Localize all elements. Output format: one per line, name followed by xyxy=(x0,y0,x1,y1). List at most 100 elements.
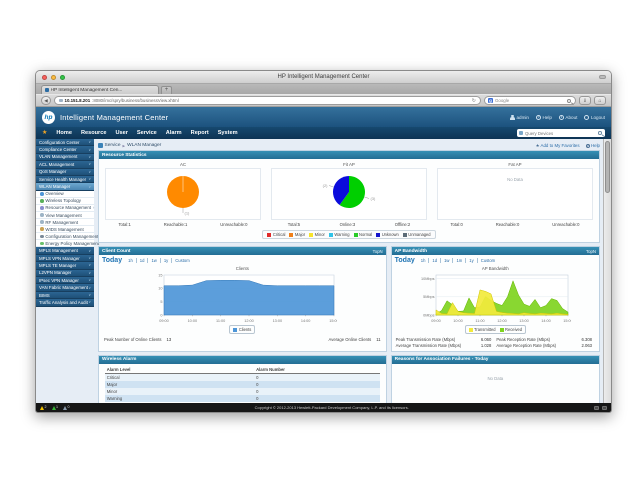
zoom-window-button[interactable] xyxy=(60,74,65,80)
sidebar-subitem-energy-policy-management[interactable]: Energy Policy Management xyxy=(36,240,99,248)
downloads-button[interactable]: ⇓ xyxy=(579,96,591,105)
alarm-indicator-unmanaged[interactable]: 0 xyxy=(63,405,70,410)
sidebar-item-mpls-management[interactable]: MPLS Management ∨ xyxy=(36,247,94,255)
nav-service[interactable]: Service xyxy=(136,130,157,136)
alarm-indicator-warning[interactable]: 2 xyxy=(40,405,47,410)
help-link[interactable]: ? Help xyxy=(535,114,552,120)
nav-home[interactable]: Home xyxy=(56,130,72,136)
home-button[interactable]: ⌂ xyxy=(594,96,606,105)
sidebar-item-vlan-management[interactable]: VLAN Management ∨ xyxy=(36,153,94,162)
sidebar-item-ipsec-vpn-manager[interactable]: IPsec VPN Manager ∨ xyxy=(36,277,94,285)
period-1y[interactable]: 1y xyxy=(465,258,474,263)
close-window-button[interactable] xyxy=(42,74,47,80)
fat-ap-no-data: No Data xyxy=(507,177,523,182)
sidebar-item-mpls-vpn-manager[interactable]: MPLS VPN Manager ∨ xyxy=(36,254,94,263)
add-to-favorites-link[interactable]: ★Add to My Favorites xyxy=(536,143,580,149)
ap-bandwidth-area-chart[interactable]: 0Mbps 5Mbps 10Mbps 09:00 10:00 11:00 12:00 13:0… xyxy=(419,272,571,324)
sidebar-subitem-configuration-management[interactable]: Configuration Management xyxy=(36,233,98,241)
footer-icon-1[interactable] xyxy=(594,405,599,410)
sidebar-item-l2vpn-manager[interactable]: L2VPN Manager ∨ xyxy=(36,269,94,278)
page-help-link[interactable]: ? Help xyxy=(585,143,600,149)
nav-alarm[interactable]: Alarm xyxy=(165,130,182,136)
reload-icon[interactable]: ↻ xyxy=(471,97,476,104)
svg-text:11:00: 11:00 xyxy=(216,319,225,323)
sidebar-subitem-view-management[interactable]: View Management xyxy=(36,212,94,220)
sidebar-item-traffic-analysis-and-audit[interactable]: Traffic Analysis and Audit ∨ xyxy=(36,299,94,307)
favorites-star-icon[interactable]: ★ xyxy=(42,130,48,136)
nav-report[interactable]: Report xyxy=(190,130,209,136)
search-scope-icon[interactable] xyxy=(519,131,523,135)
main-nav: ★ Home Resource User Service Alarm Repor… xyxy=(36,127,611,139)
user-menu[interactable]: admin xyxy=(510,114,529,120)
sidebar-item-qos-manager[interactable]: QoS Manager ∨ xyxy=(36,168,94,176)
alarm-indicators[interactable]: 2 1 0 xyxy=(40,405,70,410)
window-control[interactable] xyxy=(599,75,606,79)
sidebar-item-acl-management[interactable]: ACL Management ∨ xyxy=(36,161,94,169)
period-1w[interactable]: 1w xyxy=(440,258,449,263)
browser-window: HP Intelligent Management Center HP Inte… xyxy=(35,70,612,413)
breadcrumb-service[interactable]: Service xyxy=(104,143,121,148)
sidebar-subitem-rf-management[interactable]: RF Management xyxy=(36,219,94,227)
table-row-critical[interactable]: Critical 0 xyxy=(104,373,380,381)
logout-link[interactable]: Logout xyxy=(584,114,605,120)
magnifier-icon[interactable] xyxy=(598,131,602,135)
clients-area-chart[interactable]: 0 5 10 15 09:00 10:00 11:00 12:00 13:00 14:00 15:0… xyxy=(147,272,338,324)
tab-favicon-icon xyxy=(45,88,49,92)
device-search-box[interactable] xyxy=(517,129,605,137)
sidebar-subitem-wireless-topology[interactable]: Wireless Topology xyxy=(36,197,94,205)
about-link[interactable]: i About xyxy=(558,114,577,120)
fit-ap-offline[interactable]: Offline:2 xyxy=(394,222,411,227)
chevron-down-icon: ∨ xyxy=(88,300,91,305)
svg-text:5: 5 xyxy=(161,300,163,304)
period-1h[interactable]: 1h xyxy=(420,258,426,263)
back-button[interactable]: ◀ xyxy=(41,96,51,105)
sidebar-item-van-fabric-management[interactable]: VAN Fabric Management ∨ xyxy=(36,284,94,292)
client-count-topn-link[interactable]: TopN xyxy=(372,248,383,254)
period-custom[interactable]: Custom xyxy=(476,258,495,263)
period-1d[interactable]: 1d xyxy=(428,258,437,263)
ac-pie-chart[interactable]: (1) xyxy=(105,168,261,220)
sidebar-item-compliance-center[interactable]: Compliance Center ∨ xyxy=(36,146,94,154)
search-magnifier-icon[interactable] xyxy=(567,98,571,103)
minimize-window-button[interactable] xyxy=(51,74,56,80)
table-row-warning[interactable]: Warning 0 xyxy=(104,394,380,402)
period-custom[interactable]: Custom xyxy=(171,258,190,263)
nav-system[interactable]: System xyxy=(217,130,238,136)
ap-bandwidth-topn-link[interactable]: TopN xyxy=(585,248,596,254)
sidebar-item-service-health-manager[interactable]: Service Health Manager ∨ xyxy=(36,175,94,184)
sidebar-item-bims[interactable]: BIMS ∨ xyxy=(36,291,94,300)
sidebar-subitem-overview[interactable]: Overview xyxy=(36,190,94,198)
peak-online-clients: Peak Number of Online Clients 13 xyxy=(104,336,172,342)
table-row-major[interactable]: Major 0 xyxy=(104,380,380,388)
nav-user[interactable]: User xyxy=(115,130,128,136)
period-1h[interactable]: 1h xyxy=(128,258,133,263)
query-devices-input[interactable] xyxy=(525,130,597,136)
unmanaged-chip-icon xyxy=(402,232,407,237)
sidebar-subitem-wids-management[interactable]: WIDS Management xyxy=(36,226,94,234)
chevron-down-icon: ∨ xyxy=(88,248,91,253)
scrollbar-thumb[interactable] xyxy=(605,141,610,193)
url-field[interactable]: 10.151.8.201 :8080/imc/spry/business/bus… xyxy=(54,96,481,105)
sidebar-item-wlan-manager[interactable]: WLAN Manager ∨ xyxy=(36,183,94,191)
footer-icon-2[interactable] xyxy=(602,405,607,410)
period-1m[interactable]: 1m xyxy=(452,258,462,263)
table-row-minor[interactable]: Minor 0 xyxy=(104,387,380,395)
svg-text:(1): (1) xyxy=(184,210,190,215)
new-tab-button[interactable]: + xyxy=(161,86,172,94)
ac-reachable[interactable]: Reachable:1 xyxy=(163,222,188,227)
period-1y[interactable]: 1y xyxy=(159,258,168,263)
sidebar-item-configuration-center[interactable]: Configuration Center ∨ xyxy=(36,139,94,147)
fit-ap-online[interactable]: Online:3 xyxy=(339,222,356,227)
nav-resource[interactable]: Resource xyxy=(80,130,107,136)
sidebar-item-mpls-te-manager[interactable]: MPLS TE Manager ∨ xyxy=(36,262,94,270)
ac-unreachable[interactable]: Unreachable:0 xyxy=(220,222,248,227)
browser-tab[interactable]: HP Intelligent Management Cen... xyxy=(41,85,159,94)
alarm-indicator-normal[interactable]: 1 xyxy=(51,405,58,410)
period-1d[interactable]: 1d xyxy=(135,258,144,263)
browser-search-field[interactable]: g Google xyxy=(484,96,576,105)
fit-ap-pie-chart[interactable]: (3) (2) xyxy=(271,168,427,220)
scrollbar[interactable] xyxy=(603,139,611,403)
period-1w[interactable]: 1w xyxy=(147,258,157,263)
sidebar-label: BIMS xyxy=(39,292,50,298)
sidebar-subitem-resource-management[interactable]: Resource Management › xyxy=(36,204,94,213)
